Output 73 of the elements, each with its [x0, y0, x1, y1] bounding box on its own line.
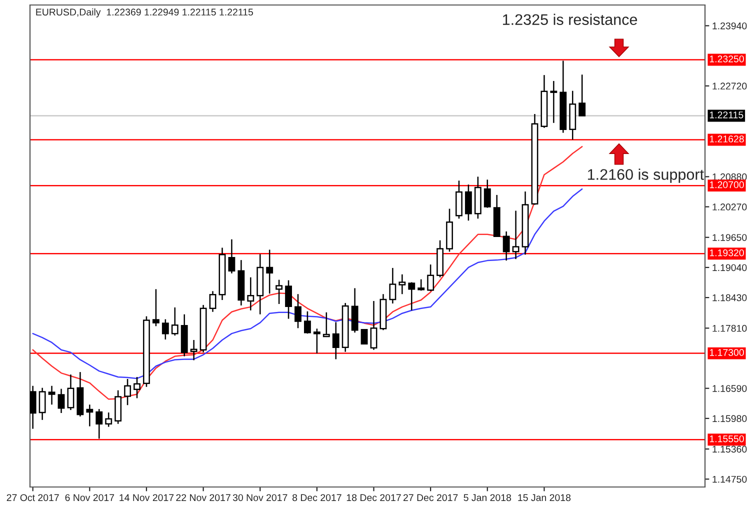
candlestick: [294, 293, 302, 329]
y-tick-label: 1.19650: [712, 234, 747, 241]
candlestick: [398, 274, 406, 295]
candlestick: [152, 288, 160, 327]
annotation: 1.2325 is resistance: [503, 14, 638, 26]
candlestick: [332, 322, 340, 360]
x-tick-label: 30 Nov 2017: [232, 494, 288, 502]
candlestick: [512, 210, 520, 260]
x-tick-label: 14 Nov 2017: [120, 494, 174, 502]
candlestick: [247, 276, 254, 312]
ref-line-label: 1.22115: [710, 111, 744, 118]
candlestick: [124, 378, 132, 406]
candlestick: [502, 230, 510, 262]
x-tick-label: 6 Nov 2017: [65, 494, 114, 502]
x-tick-label: 18 Dec 2017: [346, 494, 401, 502]
y-tick-label: 1.20270: [712, 204, 747, 210]
x-tick-label: 8 Dec 2017: [292, 494, 342, 502]
candlestick: [427, 264, 434, 292]
candlestick: [96, 408, 103, 440]
line-series: [32, 188, 583, 380]
y-tick-label: 1.19040: [712, 264, 747, 272]
candlestick: [38, 387, 46, 421]
annotation: 1.2160 is support: [588, 168, 704, 183]
candlestick: [285, 280, 292, 320]
y-tick-label: 1.15980: [712, 415, 747, 422]
candlestick: [134, 376, 140, 399]
candlestick: [456, 180, 462, 220]
ref-line-label: 1.20700: [710, 181, 744, 188]
candlestick: [313, 328, 320, 354]
candlestick: [171, 306, 178, 336]
candlestick: [351, 288, 358, 334]
candlestick: [370, 300, 378, 350]
candlestick: [464, 184, 472, 222]
candlestick: [105, 412, 112, 428]
ref-line-label: 1.23250: [710, 55, 744, 62]
x-tick-label: 27 Oct 2017: [6, 494, 59, 502]
candlestick: [162, 318, 169, 340]
candlestick: [550, 80, 558, 124]
candlestick: [58, 388, 65, 414]
candlestick: [484, 179, 491, 208]
line-series: [32, 146, 583, 400]
x-tick-label: 5 Jan 2018: [464, 494, 512, 502]
candlestick: [86, 404, 94, 427]
y-tick-label: 1.14750: [712, 476, 747, 483]
ref-line-label: 1.15550: [710, 435, 744, 442]
candlestick: [304, 310, 311, 334]
y-tick-label: 1.20880: [712, 173, 747, 180]
x-tick-label: 15 Jan 2018: [518, 494, 571, 502]
y-tick-label: 1.22720: [712, 82, 747, 90]
candlestick: [67, 374, 74, 411]
annotation: EURUSD,Daily 1.22369 1.22949 1.22115 1.22115: [36, 8, 253, 18]
ref-line-label: 1.19320: [710, 249, 744, 256]
candlestick: [322, 312, 330, 338]
y-tick-label: 1.15360: [712, 446, 747, 453]
candlestick: [266, 249, 274, 294]
ref-line-label: 1.21628: [710, 136, 744, 142]
candlestick: [228, 238, 236, 274]
candlestick: [360, 328, 368, 345]
candlestick: [190, 339, 198, 361]
ref-line-label: 1.17300: [710, 349, 744, 356]
y-tick-label: 1.23940: [712, 22, 747, 30]
candlestick: [389, 267, 396, 304]
y-tick-label: 1.18430: [712, 294, 747, 302]
candlestick: [276, 279, 283, 305]
candlestick: [408, 282, 416, 312]
y-tick-label: 1.16590: [712, 385, 747, 392]
x-tick-label: 22 Nov 2017: [176, 494, 230, 502]
candlestick: [209, 290, 216, 312]
candlestick: [30, 385, 36, 430]
candlestick: [48, 385, 56, 406]
x-tick-label: 27 Dec 2017: [403, 494, 458, 502]
candlestick: [578, 74, 586, 116]
y-tick-label: 1.17810: [712, 324, 747, 332]
